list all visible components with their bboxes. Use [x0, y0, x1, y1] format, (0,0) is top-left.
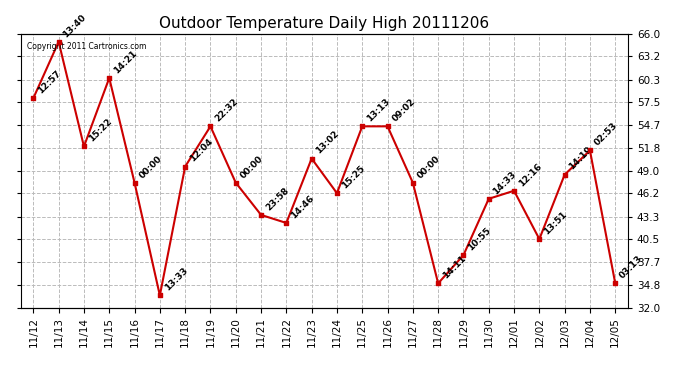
- Point: [28, 95, 39, 101]
- Text: 14:21: 14:21: [112, 48, 139, 75]
- Text: 00:00: 00:00: [415, 154, 442, 180]
- Text: 12:04: 12:04: [188, 137, 215, 164]
- Point: [205, 123, 216, 129]
- Text: 13:33: 13:33: [163, 266, 189, 292]
- Text: 03:13: 03:13: [618, 254, 644, 280]
- Text: 13:51: 13:51: [542, 210, 569, 236]
- Text: 14:11: 14:11: [441, 254, 468, 280]
- Title: Outdoor Temperature Daily High 20111206: Outdoor Temperature Daily High 20111206: [159, 16, 489, 31]
- Text: 13:40: 13:40: [61, 12, 88, 39]
- Point: [281, 220, 292, 226]
- Point: [179, 164, 190, 170]
- Point: [483, 196, 494, 202]
- Text: 15:22: 15:22: [87, 117, 113, 144]
- Text: 12:16: 12:16: [517, 161, 544, 188]
- Point: [407, 180, 418, 186]
- Point: [584, 147, 595, 153]
- Point: [306, 156, 317, 162]
- Text: Copyright 2011 Cartronics.com: Copyright 2011 Cartronics.com: [27, 42, 146, 51]
- Point: [357, 123, 368, 129]
- Text: 00:00: 00:00: [239, 154, 265, 180]
- Text: 14:33: 14:33: [491, 170, 518, 196]
- Text: 02:53: 02:53: [593, 121, 619, 148]
- Text: 00:00: 00:00: [137, 154, 164, 180]
- Text: 15:25: 15:25: [339, 164, 366, 190]
- Text: 10:55: 10:55: [466, 226, 493, 252]
- Point: [255, 212, 266, 218]
- Point: [559, 172, 570, 178]
- Point: [155, 292, 166, 298]
- Text: 09:02: 09:02: [391, 97, 417, 124]
- Point: [433, 280, 444, 286]
- Point: [129, 180, 140, 186]
- Text: 13:13: 13:13: [365, 97, 392, 124]
- Text: 14:46: 14:46: [289, 194, 316, 220]
- Point: [79, 144, 90, 150]
- Point: [104, 75, 115, 81]
- Point: [610, 280, 621, 286]
- Text: 13:02: 13:02: [315, 129, 341, 156]
- Point: [53, 39, 64, 45]
- Point: [382, 123, 393, 129]
- Point: [230, 180, 241, 186]
- Point: [331, 190, 342, 196]
- Text: 23:58: 23:58: [264, 186, 290, 212]
- Point: [509, 188, 520, 194]
- Point: [458, 252, 469, 258]
- Text: 14:19: 14:19: [567, 145, 594, 172]
- Point: [534, 236, 545, 242]
- Text: 12:57: 12:57: [36, 69, 63, 95]
- Text: 22:32: 22:32: [213, 97, 240, 124]
